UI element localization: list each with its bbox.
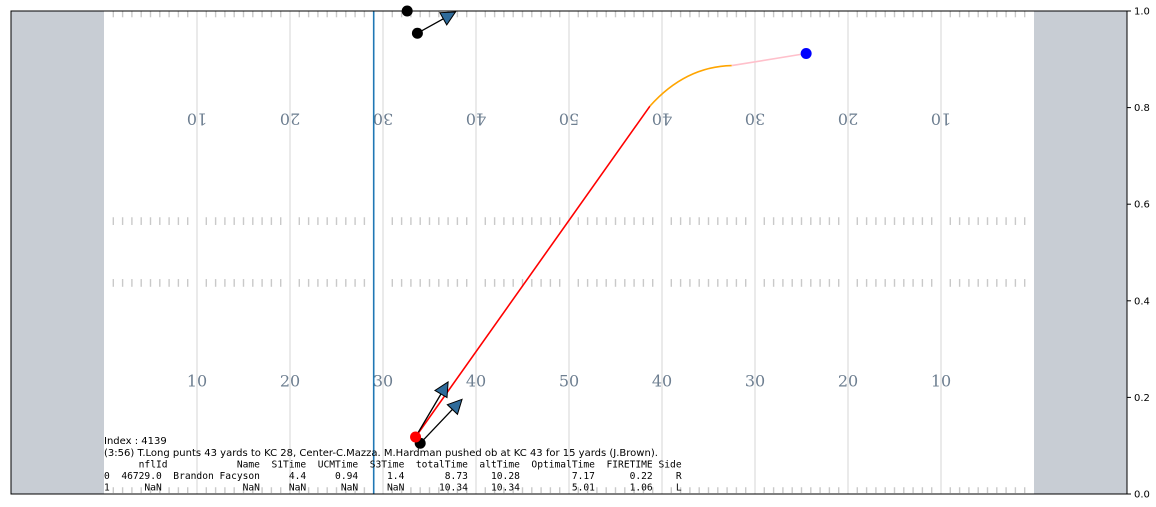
arrow-shaft [419,409,453,444]
arrow-head [433,380,449,399]
trajectory-curve [649,64,732,107]
y-tick-label: 0.4 [1134,296,1150,307]
start-point [410,431,422,443]
field-number: 30 [745,371,765,390]
field-number-inverted: 10 [187,110,207,129]
y-tick-label: 0.0 [1134,490,1150,501]
field-number: 10 [187,371,207,390]
arrow-head [446,398,463,416]
field-number-inverted: 50 [559,110,579,129]
velocity-arrow [417,11,457,34]
y-tick-label: 1.0 [1134,7,1150,18]
y-tick-label: 0.2 [1134,393,1150,404]
end-point [800,48,812,60]
arrow-head [439,11,457,26]
field-layer: 10 20 30 40 50 40 30 20 10 10 20 30 40 50 40 30 20 10 [11,11,1127,494]
play-description: (3:56) T.Long punts 43 yards to KC 28, C… [104,448,658,459]
field-number: 20 [838,371,858,390]
player-point [411,27,423,39]
trajectory-tail [731,52,807,67]
velocity-arrow [414,380,449,438]
endzone-right [1034,11,1127,494]
field-number-inverted: 40 [466,110,486,129]
field-number-inverted: 30 [745,110,765,129]
field-number: 30 [373,371,393,390]
y-tick-label: 0.6 [1134,200,1150,211]
field-number-inverted: 20 [280,110,300,129]
plot-frame [10,10,1128,495]
field-number: 20 [280,371,300,390]
field-number: 40 [466,371,486,390]
marks-layer [401,5,812,449]
endzone-left [11,11,104,494]
table-header-row: nflId Name S1Time UCMTime S3Time totalTi… [104,460,682,471]
field-number: 50 [559,371,579,390]
field-number-inverted: 20 [838,110,858,129]
y-tick-label: 0.8 [1134,103,1150,114]
arrow-shaft [414,393,442,438]
field-number-inverted: 10 [931,110,951,129]
field-number: 40 [652,371,672,390]
index-label: Index : 4139 [104,436,167,447]
field-number-inverted: 40 [652,110,672,129]
table-row: 0 46729.0 Brandon Facyson 4.4 0.94 1.4 8… [104,471,682,482]
y-axis: 0.0 0.2 0.4 0.6 0.8 1.0 [10,7,1150,501]
field-number-inverted: 30 [373,110,393,129]
field-number: 10 [931,371,951,390]
table-row: 1 NaN NaN NaN NaN NaN 10.34 10.34 5.01 1… [104,483,682,494]
trajectory-line [414,105,651,438]
velocity-arrow [419,398,463,444]
play-info: Index : 4139 (3:56) T.Long punts 43 yard… [104,436,682,494]
